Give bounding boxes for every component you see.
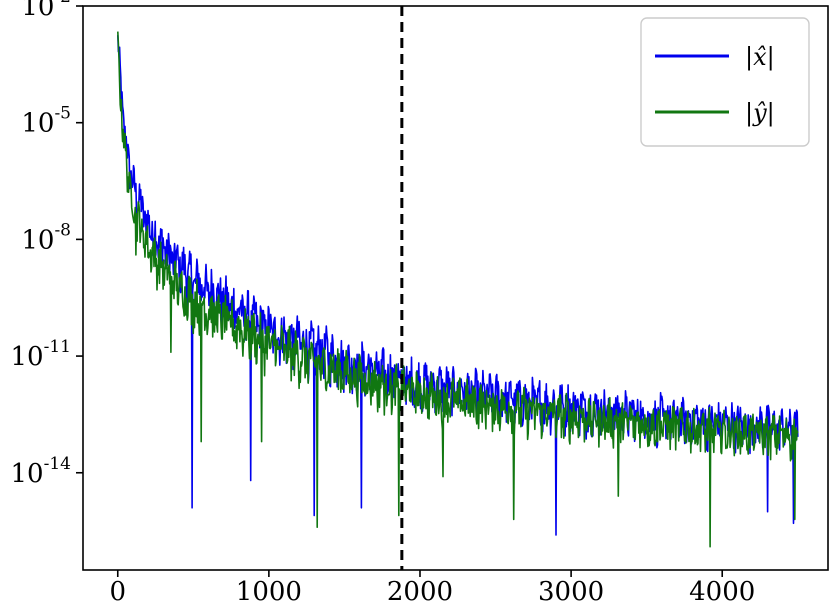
legend-label: |ŷ| (745, 99, 775, 128)
legend-label: |x̂| (745, 43, 775, 72)
y-axis: 10-2 10-5 10-8 10-11 10-14 (11, 0, 83, 489)
x-axis: 0 1000 2000 3000 4000 (109, 570, 755, 605)
x-tick-label: 0 (109, 577, 126, 605)
x-tick-label: 4000 (689, 577, 755, 605)
x-tick-label: 1000 (236, 577, 302, 605)
legend: |x̂| |ŷ| (640, 17, 810, 147)
legend-box (640, 17, 810, 147)
y-tick-label: 10-2 (21, 0, 71, 22)
x-tick-label: 2000 (387, 577, 453, 605)
series-layer (117, 31, 799, 548)
series-line-2 (117, 31, 799, 548)
y-tick-label: 10-14 (11, 454, 71, 489)
x-tick-label: 3000 (538, 577, 604, 605)
plot-frame (82, 5, 829, 571)
y-tick-label: 10-5 (21, 104, 71, 139)
y-tick-label: 10-11 (11, 337, 71, 372)
y-tick-label: 10-8 (21, 220, 71, 255)
